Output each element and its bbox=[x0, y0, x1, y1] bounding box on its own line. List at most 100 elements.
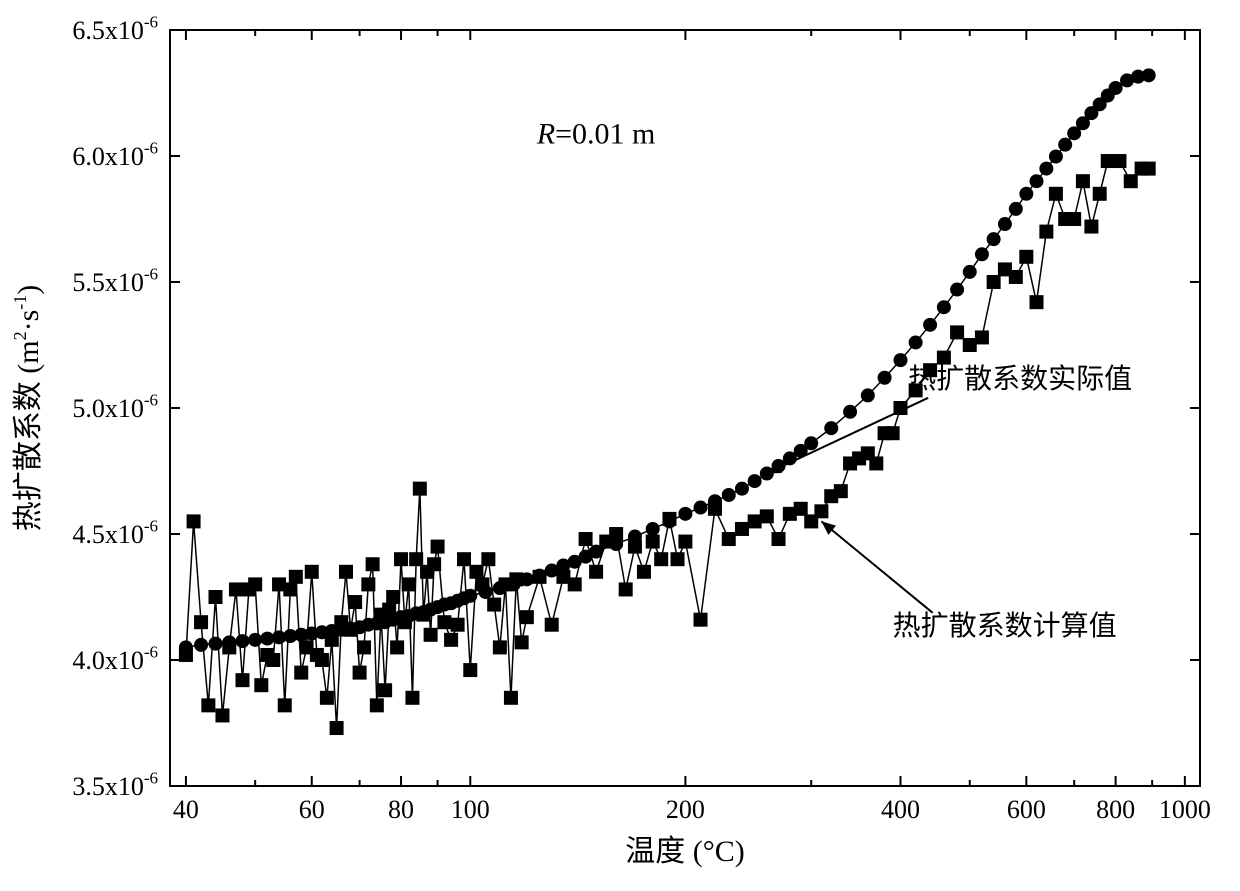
series-calc-marker bbox=[493, 640, 507, 654]
series-calc-marker bbox=[444, 633, 458, 647]
series-actual-marker bbox=[520, 572, 534, 586]
series-calc-marker bbox=[283, 582, 297, 596]
series-calc-marker bbox=[1039, 225, 1053, 239]
series-calc-marker bbox=[390, 640, 404, 654]
series-calc-marker bbox=[735, 522, 749, 536]
series-actual-marker bbox=[609, 537, 623, 551]
series-calc-marker bbox=[520, 610, 534, 624]
series-actual-marker bbox=[463, 589, 477, 603]
series-calc-marker bbox=[315, 653, 329, 667]
series-calc-marker bbox=[339, 565, 353, 579]
series-actual-marker bbox=[662, 514, 676, 528]
series-calc-marker bbox=[504, 691, 518, 705]
series-actual-marker bbox=[208, 637, 222, 651]
series-calc-marker bbox=[424, 628, 438, 642]
series-calc-marker bbox=[248, 577, 262, 591]
series-calc-marker bbox=[320, 691, 334, 705]
x-tick-label: 600 bbox=[1007, 795, 1046, 824]
series-calc-marker bbox=[589, 565, 603, 579]
series-calc-marker bbox=[451, 618, 465, 632]
series-calc-marker bbox=[772, 532, 786, 546]
series-actual-marker bbox=[963, 265, 977, 279]
series-calc-marker bbox=[1124, 174, 1138, 188]
series-calc-marker bbox=[950, 325, 964, 339]
series-calc-marker bbox=[1030, 295, 1044, 309]
series-calc-marker bbox=[278, 698, 292, 712]
series-actual-marker bbox=[646, 522, 660, 536]
series-calc-marker bbox=[294, 666, 308, 680]
series-calc-marker bbox=[431, 540, 445, 554]
series-calc-marker bbox=[937, 351, 951, 365]
series-actual-marker bbox=[878, 371, 892, 385]
series-actual-marker bbox=[222, 635, 236, 649]
series-actual-marker bbox=[533, 569, 547, 583]
series-calc-marker bbox=[402, 577, 416, 591]
series-calc-marker bbox=[405, 691, 419, 705]
x-tick-label: 80 bbox=[388, 795, 414, 824]
series-actual-marker bbox=[1030, 174, 1044, 188]
series-actual-marker bbox=[678, 507, 692, 521]
series-actual-marker bbox=[893, 353, 907, 367]
x-tick-label: 400 bbox=[881, 795, 920, 824]
series-calc-marker bbox=[437, 615, 451, 629]
series-actual-marker bbox=[861, 388, 875, 402]
series-actual-marker bbox=[923, 318, 937, 332]
series-actual-marker bbox=[179, 640, 193, 654]
series-actual-marker bbox=[1049, 150, 1063, 164]
series-actual-marker bbox=[937, 300, 951, 314]
x-tick-label: 800 bbox=[1096, 795, 1135, 824]
series-calc-marker bbox=[1084, 220, 1098, 234]
x-axis-label: 温度 (°C) bbox=[625, 835, 745, 868]
annotation-r: R=0.01 m bbox=[536, 117, 656, 150]
series-actual-marker bbox=[1009, 202, 1023, 216]
series-calc-marker bbox=[366, 557, 380, 571]
series-calc-marker bbox=[289, 570, 303, 584]
series-calc-marker bbox=[722, 532, 736, 546]
series-calc-marker bbox=[394, 552, 408, 566]
series-actual-marker bbox=[735, 482, 749, 496]
series-calc-marker bbox=[235, 673, 249, 687]
series-actual-marker bbox=[478, 585, 492, 599]
series-calc-marker bbox=[413, 482, 427, 496]
series-calc-marker bbox=[487, 598, 501, 612]
series-actual-marker bbox=[950, 283, 964, 297]
chart-svg: 40608010020040060080010003.5x10-64.0x10-… bbox=[0, 0, 1240, 891]
series-calc-marker bbox=[187, 514, 201, 528]
series-actual-marker bbox=[804, 436, 818, 450]
series-actual-marker bbox=[987, 232, 1001, 246]
series-calc-marker bbox=[1067, 212, 1081, 226]
series-calc-marker bbox=[194, 615, 208, 629]
series-calc-marker bbox=[869, 456, 883, 470]
series-calc-marker bbox=[1019, 250, 1033, 264]
series-actual-marker bbox=[1058, 138, 1072, 152]
series-calc-marker bbox=[370, 698, 384, 712]
series-calc-marker bbox=[671, 552, 685, 566]
series-calc-marker bbox=[469, 565, 483, 579]
series-calc-marker bbox=[215, 708, 229, 722]
series-calc-marker bbox=[637, 565, 651, 579]
series-calc-marker bbox=[760, 509, 774, 523]
series-calc-marker bbox=[409, 552, 423, 566]
series-calc-marker bbox=[646, 535, 660, 549]
series-calc-marker bbox=[266, 653, 280, 667]
series-calc-marker bbox=[330, 721, 344, 735]
series-actual-marker bbox=[843, 405, 857, 419]
series-actual-marker bbox=[235, 634, 249, 648]
x-tick-label: 60 bbox=[299, 795, 325, 824]
series-calc-marker bbox=[1009, 270, 1023, 284]
series-calc-marker bbox=[427, 557, 441, 571]
x-tick-label: 40 bbox=[173, 795, 199, 824]
series-actual-marker bbox=[1142, 68, 1156, 82]
series-calc-marker bbox=[357, 640, 371, 654]
series-calc-marker bbox=[515, 635, 529, 649]
series-calc-marker bbox=[654, 552, 668, 566]
series-actual-marker bbox=[708, 494, 722, 508]
series-actual-marker bbox=[1109, 81, 1123, 95]
series-calc-marker bbox=[353, 666, 367, 680]
series-calc-marker bbox=[678, 535, 692, 549]
series-actual-marker bbox=[493, 581, 507, 595]
series-calc-marker bbox=[1093, 187, 1107, 201]
series-calc-marker bbox=[348, 595, 362, 609]
series-calc-marker bbox=[963, 338, 977, 352]
series-actual-marker bbox=[194, 638, 208, 652]
